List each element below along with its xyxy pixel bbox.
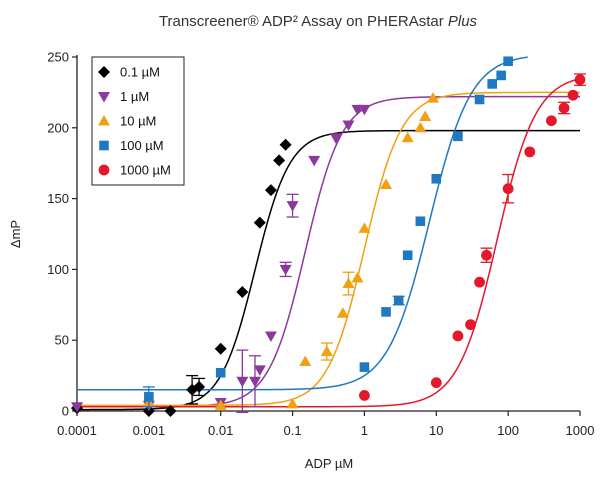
x-tick-label: 0.0001 <box>57 423 97 438</box>
data-point <box>248 376 261 388</box>
legend-label: 1000 µM <box>120 163 171 178</box>
data-point <box>279 264 292 276</box>
data-point <box>546 115 557 127</box>
fit-curve <box>77 77 581 408</box>
series-points <box>359 73 586 401</box>
x-axis-label: ADP µM <box>305 456 353 471</box>
data-point <box>481 249 492 261</box>
data-point <box>567 89 579 101</box>
y-tick-label: 200 <box>47 120 69 135</box>
legend-marker <box>98 115 110 126</box>
data-point <box>193 380 206 393</box>
data-point <box>426 92 439 103</box>
data-point <box>453 131 463 142</box>
data-point <box>71 402 83 413</box>
y-tick-label: 150 <box>47 191 69 206</box>
data-point <box>264 331 277 342</box>
series-points <box>142 92 439 410</box>
data-point <box>452 330 464 342</box>
y-tick-label: 0 <box>62 404 69 419</box>
data-point <box>381 307 391 317</box>
legend-marker <box>98 164 110 176</box>
legend: 0.1 µM 1 µM 10 µM 100 µM 1000 µM <box>91 56 185 186</box>
data-point <box>419 110 432 121</box>
legend-marker <box>98 92 110 103</box>
y-tick-label: 100 <box>47 262 69 277</box>
data-point <box>329 133 342 144</box>
data-point <box>487 79 498 89</box>
data-point <box>524 146 536 158</box>
data-point <box>273 154 286 167</box>
axes: 0 50 100 150 200 250 0.0001 0.001 0.01 0.1 1 10 100 1… <box>47 50 594 439</box>
series-points <box>142 56 513 408</box>
data-point <box>320 345 333 357</box>
legend-marker <box>98 66 110 78</box>
fit-curve <box>77 129 580 411</box>
legend-label: 100 µM <box>120 138 164 153</box>
x-tick-label: 0.01 <box>208 423 233 438</box>
series-points <box>71 104 371 414</box>
data-point <box>253 216 266 229</box>
data-point <box>502 183 514 195</box>
legend-label: 0.1 µM <box>120 65 160 80</box>
data-point <box>342 277 355 289</box>
x-tick-label: 10 <box>429 423 443 438</box>
data-point <box>430 377 442 389</box>
data-point <box>286 201 299 212</box>
data-point <box>496 70 506 81</box>
fit-curve <box>77 56 528 391</box>
data-point <box>393 295 404 306</box>
x-tick-label: 0.1 <box>284 423 302 438</box>
legend-label: 10 µM <box>120 114 156 129</box>
data-point <box>308 155 321 167</box>
data-point <box>474 276 485 288</box>
data-point <box>358 222 371 233</box>
data-point <box>215 367 226 378</box>
series-points <box>71 138 292 417</box>
data-point <box>214 342 227 355</box>
y-tick-label: 250 <box>47 50 69 65</box>
fit-curve <box>77 91 580 407</box>
data-point <box>465 319 476 331</box>
data-point <box>299 355 312 366</box>
data-point <box>164 405 177 417</box>
data-point <box>414 121 427 133</box>
data-point <box>401 131 414 143</box>
data-point <box>279 138 292 151</box>
legend-marker <box>99 140 109 151</box>
x-tick-label: 100 <box>497 423 519 438</box>
data-point <box>380 178 393 189</box>
y-axis-label: ΔmP <box>8 220 23 248</box>
data-point <box>214 399 227 410</box>
data-point <box>503 56 513 67</box>
x-tick-label: 0.001 <box>133 423 166 438</box>
data-point <box>342 120 355 131</box>
fit-curves <box>77 56 581 411</box>
data-point <box>558 102 570 114</box>
y-tick-label: 50 <box>55 333 69 348</box>
data-point <box>144 392 154 402</box>
data-point <box>574 74 586 86</box>
data-point <box>402 250 413 261</box>
x-tick-label: 1 <box>361 423 368 438</box>
chart-title: Transcreener® ADP² Assay on PHERAstar Pl… <box>159 13 478 30</box>
data-point <box>359 390 370 401</box>
data-point <box>359 362 370 372</box>
x-tick-label: 1000 <box>566 423 595 438</box>
data-point <box>336 307 349 318</box>
legend-label: 1 µM <box>120 89 149 104</box>
data-points <box>71 56 586 417</box>
data-point <box>253 365 266 376</box>
data-point <box>236 286 249 299</box>
data-point <box>286 397 299 409</box>
data-point <box>351 271 364 283</box>
data-point <box>236 376 249 388</box>
data-point <box>431 173 442 184</box>
data-point <box>264 184 277 197</box>
data-point <box>358 104 371 116</box>
data-point <box>474 94 485 105</box>
data-point <box>415 216 426 227</box>
